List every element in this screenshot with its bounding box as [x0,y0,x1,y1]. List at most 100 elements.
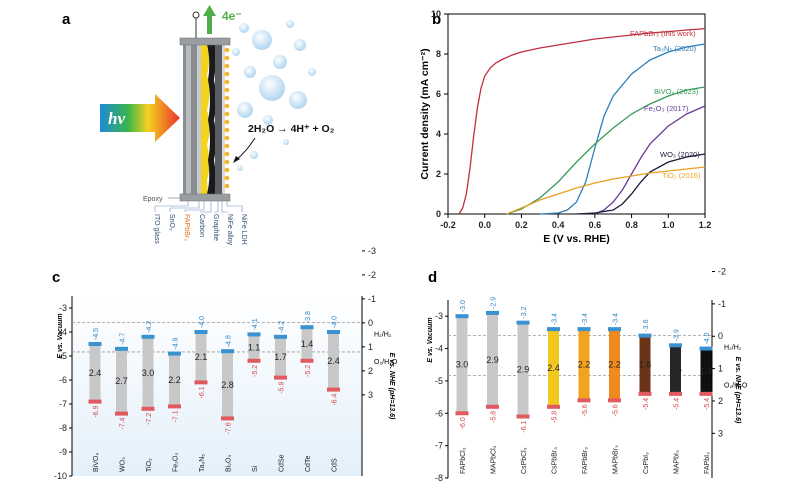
perovskite-layer [201,44,210,194]
material-label: FAPbI₃ [704,452,711,474]
vb-value: -7.2 [146,413,153,425]
cb-value: -4.5 [93,328,100,340]
vb-edge [669,391,682,396]
cb-value: -3.2 [521,306,528,318]
vb-value: -6.4 [332,393,339,405]
gap-label: 2.8 [221,380,234,390]
material-label: CdS [332,458,339,472]
material-label: MAPbBr₃ [613,445,620,474]
cb-edge [194,330,208,334]
gap-label: 2.4 [327,356,340,366]
y-tick-label: -4 [59,327,67,337]
right-axis-label: E vs. NHE (pH=13.6) [388,353,395,420]
band-gap-bar [248,334,260,361]
x-tick-label: 0.4 [552,220,565,230]
cb-edge [669,343,682,348]
y-tick-label: -5 [59,351,67,361]
cb-edge [547,327,560,332]
y-tick-label: 6 [436,89,441,99]
band-gap-bar [639,335,651,394]
cb-edge [577,327,591,332]
cb-value: -2.9 [491,297,498,309]
x-tick-label: 0.2 [515,220,528,230]
y-tick-label-right: -3 [368,246,376,256]
device-stack [179,11,231,202]
vb-value: -5.4 [643,398,650,410]
y-tick-label: -6 [59,375,67,385]
panel-label-d: d [428,269,437,286]
series-label: BiVO₄ (2023) [654,87,699,96]
vb-value: -6.9 [93,405,100,417]
cb-value: -3.4 [582,313,589,325]
o2-label: O₂/H₂O [724,382,748,389]
vb-value: -5.2 [305,365,312,377]
y-tick-label-right: 1 [368,342,373,352]
layer-label: Carbon [198,214,205,237]
epoxy-label: Epoxy [143,196,163,203]
y-tick-label: -7 [435,441,443,451]
cb-edge [516,320,530,325]
vb-value: -7.6 [226,422,233,434]
y-tick-label: 10 [431,9,441,19]
y-tick-label: 4 [436,129,441,139]
electron-label: 4e⁻ [222,9,242,23]
gap-label: 1.4 [301,339,314,349]
vb-value: -5.4 [674,398,681,410]
h2-label: H₂/H₂ [724,345,742,352]
x-tick-label: 0.0 [478,220,491,230]
y-tick-label: 0 [436,209,441,219]
electron-arrow: 4e⁻ [203,5,242,34]
chart-d: -3 -4 -5 -6 -7 -8 E vs. Vacuum -2 -1 0 1 2 3 E vs. NH… [427,267,748,483]
vb-value: -6.0 [460,417,467,429]
cb-edge [699,346,713,351]
y-tick-label: -9 [59,447,67,457]
cb-edge [638,333,652,338]
cb-edge [115,346,128,351]
gap-label: 1.4 [700,366,713,376]
material-label: BiVO₄ [93,453,100,472]
vb-edge [300,358,314,363]
material-label: Si [252,465,259,472]
vb-edge [516,414,530,419]
band-gap-bar [609,329,620,401]
material-label: MAPbI₃ [674,450,681,474]
cb-value: -4.1 [252,318,259,330]
material-label: FAPbCl₃ [460,447,467,474]
band-gap-bar [517,322,529,417]
y-tick-label: -10 [54,471,67,481]
cb-edge [455,314,469,319]
vb-value: -7.1 [173,410,180,422]
gap-label: 2.9 [486,355,499,365]
material-label: CdTe [305,456,312,472]
gap-label: 1.8 [639,360,652,370]
panel-label-a: a [62,11,71,28]
cb-edge [327,330,340,334]
cb-value: -4.9 [173,337,180,349]
vb-edge [608,398,621,403]
gap-label: 3.0 [142,368,155,378]
right-axis-label: E vs. NHE (pH=13.6) [734,357,741,424]
band-gap-bar [700,348,712,394]
cb-edge [88,342,102,346]
y-tick-label: -6 [435,408,443,418]
vb-value: -7.4 [120,417,127,429]
series-label: FAPbBr₃ (this work) [630,29,696,38]
y-tick-label: -8 [59,423,67,433]
material-label: TiO₂ [146,458,153,472]
series-line [506,166,706,215]
cb-value: -3.4 [613,313,620,325]
vb-value: -5.6 [613,404,620,416]
band-gap-bar [89,344,101,402]
vb-edge [577,398,591,403]
x-tick-label: 1.0 [662,220,675,230]
panel-c: c -3-4-5-6-7-8-9-10E vs. Vacuum-3-2-1012… [52,246,398,481]
vb-edge [115,411,128,416]
cb-value: -4.7 [120,333,127,345]
y-tick-label-right: 0 [718,331,723,341]
cb-edge [247,332,261,337]
gap-label: 2.2 [578,360,591,370]
y-tick-label: 8 [436,49,441,59]
vb-edge [455,411,469,416]
series-line [506,86,706,215]
